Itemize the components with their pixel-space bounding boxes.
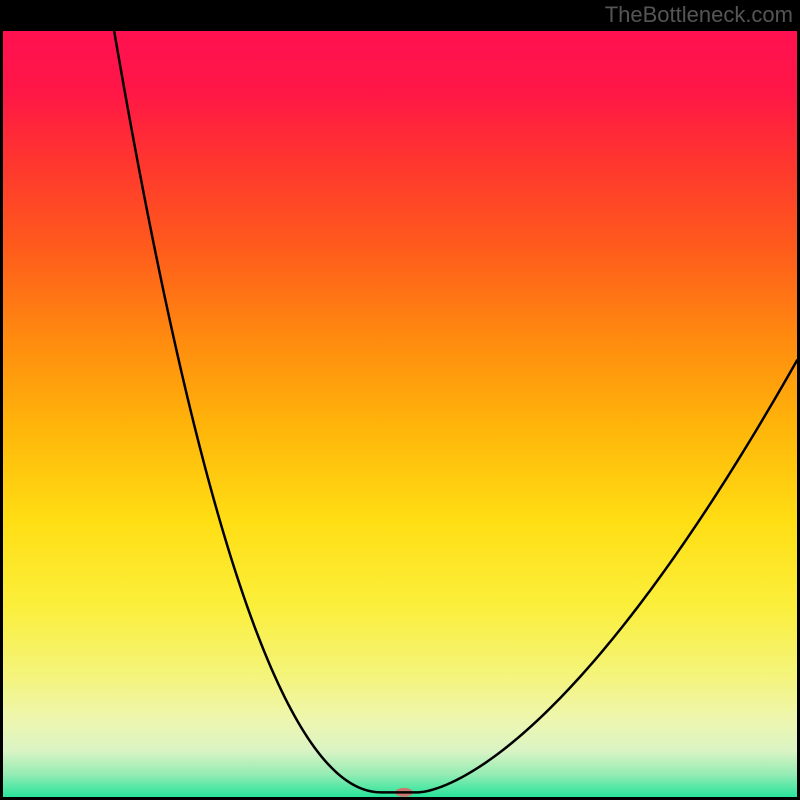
gradient-plot-area — [3, 31, 797, 797]
bottleneck-chart: TheBottleneck.com — [0, 0, 800, 800]
watermark-text: TheBottleneck.com — [605, 2, 793, 27]
chart-svg: TheBottleneck.com — [0, 0, 800, 800]
